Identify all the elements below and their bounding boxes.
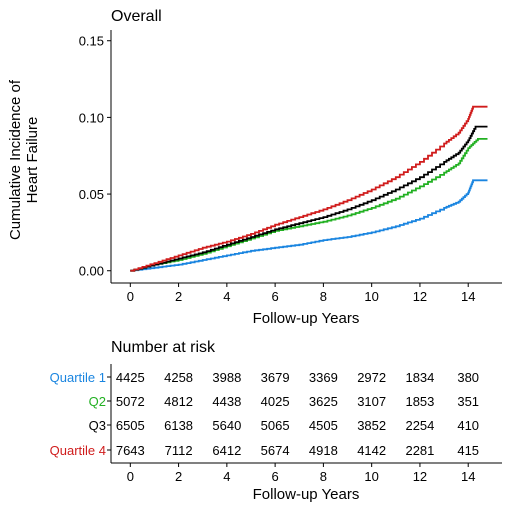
x-tick-label: 8 — [320, 289, 327, 304]
risk-cell: 7112 — [165, 443, 193, 458]
x-tick-label: 0 — [127, 289, 134, 304]
curve-q3 — [130, 125, 488, 272]
risk-cell: 4142 — [357, 443, 386, 458]
risk-table-title: Number at risk — [111, 339, 216, 356]
risk-cell: 3369 — [309, 370, 338, 385]
x-tick-label: 12 — [413, 289, 427, 304]
risk-cell: 351 — [457, 394, 479, 409]
y-axis: 0.00 0.05 0.10 0.15 — [79, 30, 112, 283]
x-tick-label: 4 — [223, 289, 230, 304]
risk-table-x-tick-label: 6 — [272, 469, 279, 484]
risk-cell: 415 — [457, 443, 479, 458]
risk-cell: 3107 — [357, 394, 386, 409]
risk-cell: 380 — [457, 370, 479, 385]
risk-table-rows: Quartile 1 4425 4258 3988 3679 3369 2972 1834 38… — [50, 370, 479, 458]
risk-table-x-axis: 0 2 4 6 8 10 12 14 — [110, 364, 502, 484]
risk-table-x-tick-label: 8 — [320, 469, 327, 484]
incidence-curves — [130, 105, 488, 272]
plot-title: Overall — [111, 8, 162, 25]
risk-cell: 4258 — [164, 370, 193, 385]
x-tick-label: 14 — [461, 289, 475, 304]
risk-table-x-tick-label: 12 — [413, 469, 427, 484]
risk-cell: 5065 — [261, 418, 290, 433]
risk-table: Number at risk Quartile 1 4425 4258 3988 367… — [50, 339, 502, 503]
risk-cell: 1853 — [405, 394, 434, 409]
risk-cell: 6412 — [212, 443, 241, 458]
risk-cell: 410 — [457, 418, 479, 433]
x-axis-label: Follow-up Years — [253, 310, 360, 327]
risk-cell: 3852 — [357, 418, 386, 433]
risk-row-label: Quartile 1 — [50, 370, 106, 385]
curve-q2 — [130, 138, 488, 272]
incidence-plot: Overall Cumulative Incidence of Heart Fa… — [7, 8, 502, 327]
x-tick-label: 10 — [364, 289, 378, 304]
risk-cell: 4918 — [309, 443, 338, 458]
risk-cell: 1834 — [405, 370, 434, 385]
risk-table-x-tick-label: 10 — [364, 469, 378, 484]
risk-cell: 7643 — [116, 443, 145, 458]
risk-cell: 4812 — [164, 394, 193, 409]
risk-table-x-tick-label: 14 — [461, 469, 475, 484]
risk-cell: 4505 — [309, 418, 338, 433]
risk-cell: 3625 — [309, 394, 338, 409]
risk-cell: 2281 — [405, 443, 434, 458]
curve-quartile-4 — [130, 105, 488, 272]
y-axis-label-line-1: Cumulative Incidence of — [7, 79, 24, 240]
risk-cell: 4025 — [261, 394, 290, 409]
risk-row-label: Quartile 4 — [50, 443, 106, 458]
x-tick-label: 2 — [175, 289, 182, 304]
y-axis-label: Cumulative Incidence of Heart Failure — [7, 79, 41, 240]
y-tick-label: 0.10 — [79, 110, 104, 125]
risk-cell: 5640 — [212, 418, 241, 433]
y-tick-label: 0.00 — [79, 264, 104, 279]
y-axis-label-line-2: Heart Failure — [24, 117, 41, 204]
risk-table-x-tick-label: 2 — [175, 469, 182, 484]
risk-cell: 3988 — [212, 370, 241, 385]
x-tick-label: 6 — [272, 289, 279, 304]
risk-cell: 2972 — [357, 370, 386, 385]
risk-cell: 4425 — [116, 370, 145, 385]
risk-row-label: Q2 — [89, 394, 106, 409]
curve-quartile-1 — [130, 179, 488, 272]
risk-cell: 2254 — [405, 418, 434, 433]
risk-table-x-tick-label: 4 — [223, 469, 230, 484]
risk-cell: 5072 — [116, 394, 145, 409]
risk-table-x-tick-label: 0 — [127, 469, 134, 484]
x-axis: 0 2 4 6 8 10 12 14 — [111, 282, 502, 304]
risk-cell: 6138 — [164, 418, 193, 433]
y-tick-label: 0.15 — [79, 34, 104, 49]
y-tick-label: 0.05 — [79, 187, 104, 202]
risk-table-x-axis-label: Follow-up Years — [253, 486, 360, 503]
risk-cell: 6505 — [116, 418, 145, 433]
risk-cell: 3679 — [261, 370, 290, 385]
risk-cell: 5674 — [261, 443, 290, 458]
risk-cell: 4438 — [212, 394, 241, 409]
risk-row-label: Q3 — [89, 418, 106, 433]
